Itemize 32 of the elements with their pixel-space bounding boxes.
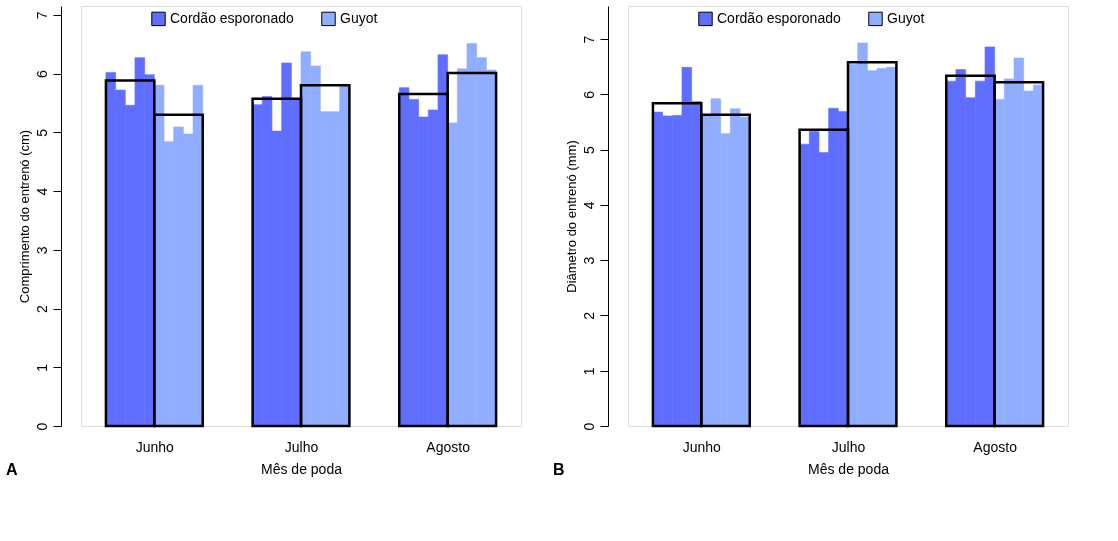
legend-label: Guyot — [340, 9, 378, 26]
y-tick-label: 0 — [33, 422, 50, 431]
y-tick-label: 5 — [33, 128, 50, 137]
text: A — [6, 461, 18, 478]
x-axis-title: Mês de poda — [261, 460, 343, 477]
y-tick-label: 5 — [580, 146, 597, 155]
y-tick-label: 2 — [580, 311, 597, 320]
text: B — [553, 461, 565, 478]
y-tick-label: 2 — [33, 304, 50, 313]
x-tick-label: Junho — [135, 438, 175, 455]
y-tick-label: 0 — [580, 422, 597, 431]
y-axis-title: Diâmetro do entrenó (mm) — [563, 140, 579, 293]
y-tick-label: 1 — [33, 363, 50, 372]
x-tick-label: Agosto — [973, 438, 1018, 455]
y-tick-label: 6 — [33, 69, 50, 78]
y-tick-label: 1 — [580, 367, 597, 376]
y-tick-label: 3 — [33, 246, 50, 255]
y-tick-label: 7 — [33, 11, 50, 20]
legend-label: Cordão esporonado — [170, 9, 294, 26]
y-tick-label: 7 — [580, 35, 597, 44]
y-tick-label: 4 — [580, 201, 597, 210]
y-tick-label: 6 — [580, 90, 597, 99]
y-tick-label: 3 — [580, 256, 597, 265]
x-axis-title: Mês de poda — [808, 460, 890, 477]
x-tick-label: Julho — [831, 438, 866, 455]
x-tick-label: Junho — [682, 438, 722, 455]
y-axis-title: Comprimento do entrenó (cm) — [16, 129, 32, 304]
x-tick-label: Agosto — [426, 438, 471, 455]
legend-label: Guyot — [887, 9, 925, 26]
y-tick-label: 4 — [33, 187, 50, 196]
legend-label: Cordão esporonado — [717, 9, 841, 26]
x-tick-label: Julho — [284, 438, 319, 455]
